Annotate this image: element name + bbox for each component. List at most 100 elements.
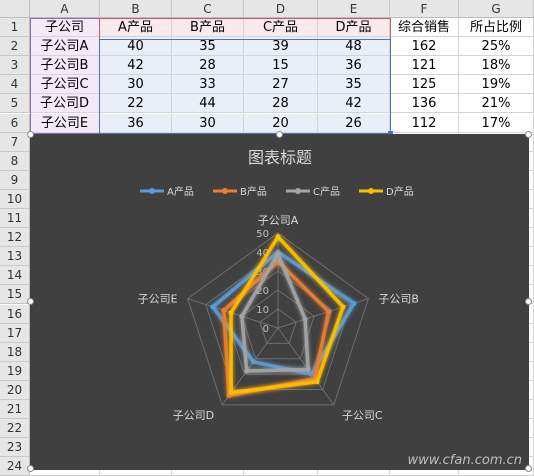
table-cell[interactable]: 33: [172, 75, 244, 95]
select-all-corner[interactable]: [0, 0, 30, 18]
row-header-7[interactable]: 7: [0, 132, 30, 152]
table-cell[interactable]: 22: [100, 94, 172, 114]
data-point[interactable]: [244, 368, 250, 374]
row-header-20[interactable]: 20: [0, 380, 30, 400]
data-point[interactable]: [302, 316, 308, 322]
chart-handle-bottom-left[interactable]: [27, 465, 34, 472]
data-point[interactable]: [239, 313, 245, 319]
table-cell[interactable]: 28: [244, 94, 318, 114]
data-point[interactable]: [228, 390, 234, 396]
table-cell[interactable]: 42: [100, 56, 172, 76]
row-header-5[interactable]: 5: [0, 94, 30, 114]
table-cell[interactable]: 28: [172, 56, 244, 76]
series-1[interactable]: [210, 249, 357, 377]
table-cell[interactable]: 17%: [459, 113, 534, 133]
header-cell[interactable]: 所占比例: [459, 18, 534, 38]
table-cell[interactable]: 15: [244, 56, 318, 76]
series-line[interactable]: [240, 252, 310, 373]
header-cell[interactable]: D产品: [318, 18, 390, 38]
header-cell[interactable]: 子公司: [30, 18, 100, 38]
table-cell[interactable]: 112: [390, 113, 459, 133]
row-header-17[interactable]: 17: [0, 323, 30, 343]
row-header-18[interactable]: 18: [0, 342, 30, 362]
chart-handle-top-right[interactable]: [525, 131, 532, 138]
table-cell[interactable]: 36: [318, 56, 390, 76]
row-header-4[interactable]: 4: [0, 75, 30, 95]
table-cell[interactable]: 子公司C: [30, 75, 100, 95]
row-header-6[interactable]: 6: [0, 113, 30, 133]
table-cell[interactable]: 30: [172, 113, 244, 133]
row-header-12[interactable]: 12: [0, 228, 30, 248]
data-point[interactable]: [275, 234, 281, 240]
row-header-14[interactable]: 14: [0, 266, 30, 286]
data-point[interactable]: [351, 300, 357, 306]
table-cell[interactable]: 子公司A: [30, 37, 100, 57]
row-header-24[interactable]: 24: [0, 457, 30, 476]
table-cell[interactable]: 27: [244, 75, 318, 95]
row-header-10[interactable]: 10: [0, 189, 30, 209]
legend-item[interactable]: B产品: [213, 185, 267, 198]
row-header-2[interactable]: 2: [0, 37, 30, 57]
row-header-11[interactable]: 11: [0, 209, 30, 229]
chart-handle-top-left[interactable]: [27, 131, 34, 138]
row-header-13[interactable]: 13: [0, 247, 30, 267]
chart-handle-top[interactable]: [276, 131, 283, 138]
chart-handle-right[interactable]: [525, 298, 532, 305]
column-header-b[interactable]: B: [100, 0, 172, 18]
chart-handle-left[interactable]: [27, 298, 34, 305]
table-cell[interactable]: 子公司D: [30, 94, 100, 114]
table-cell[interactable]: 26: [318, 113, 390, 133]
row-header-22[interactable]: 22: [0, 419, 30, 439]
series-line[interactable]: [211, 250, 356, 376]
data-point[interactable]: [309, 371, 315, 377]
table-cell[interactable]: 36: [100, 113, 172, 133]
series-3[interactable]: [239, 251, 311, 374]
table-cell[interactable]: 121: [390, 56, 459, 76]
row-header-19[interactable]: 19: [0, 361, 30, 381]
row-header-16[interactable]: 16: [0, 304, 30, 324]
data-point[interactable]: [275, 251, 281, 257]
chart-title[interactable]: 图表标题: [248, 148, 312, 167]
row-header-23[interactable]: 23: [0, 438, 30, 458]
table-cell[interactable]: 125: [390, 75, 459, 95]
data-point[interactable]: [314, 379, 320, 385]
legend-item[interactable]: A产品: [140, 185, 194, 198]
data-point[interactable]: [221, 307, 227, 313]
table-cell[interactable]: 子公司B: [30, 56, 100, 76]
legend-item[interactable]: C产品: [286, 185, 340, 198]
series-line[interactable]: [229, 235, 345, 395]
table-cell[interactable]: 39: [244, 37, 318, 57]
table-cell[interactable]: 21%: [459, 94, 534, 114]
table-cell[interactable]: 25%: [459, 37, 534, 57]
row-header-9[interactable]: 9: [0, 170, 30, 190]
table-cell[interactable]: 35: [318, 75, 390, 95]
data-point[interactable]: [250, 359, 256, 365]
series-4[interactable]: [228, 234, 346, 396]
legend-item[interactable]: D产品: [359, 185, 414, 198]
table-cell[interactable]: 48: [318, 37, 390, 57]
data-point[interactable]: [305, 367, 311, 373]
table-cell[interactable]: 162: [390, 37, 459, 57]
data-point[interactable]: [326, 309, 332, 315]
header-cell[interactable]: B产品: [172, 18, 244, 38]
chart-handle-bottom-right[interactable]: [525, 465, 532, 472]
column-header-g[interactable]: G: [459, 0, 534, 18]
table-cell[interactable]: 18%: [459, 56, 534, 76]
data-point[interactable]: [340, 304, 346, 310]
table-cell[interactable]: 20: [244, 113, 318, 133]
column-header-c[interactable]: C: [172, 0, 244, 18]
row-header-21[interactable]: 21: [0, 400, 30, 420]
series-2[interactable]: [221, 259, 332, 399]
row-header-1[interactable]: 1: [0, 18, 30, 38]
table-cell[interactable]: 35: [172, 37, 244, 57]
header-cell[interactable]: A产品: [100, 18, 172, 38]
data-point[interactable]: [210, 304, 216, 310]
row-header-15[interactable]: 15: [0, 285, 30, 305]
range-resize-handle[interactable]: [388, 131, 393, 136]
table-cell[interactable]: 136: [390, 94, 459, 114]
column-header-e[interactable]: E: [318, 0, 390, 18]
row-header-3[interactable]: 3: [0, 56, 30, 76]
row-header-8[interactable]: 8: [0, 151, 30, 171]
chart-legend[interactable]: A产品 B产品 C产品 D产品: [140, 185, 414, 198]
column-header-f[interactable]: F: [390, 0, 459, 18]
